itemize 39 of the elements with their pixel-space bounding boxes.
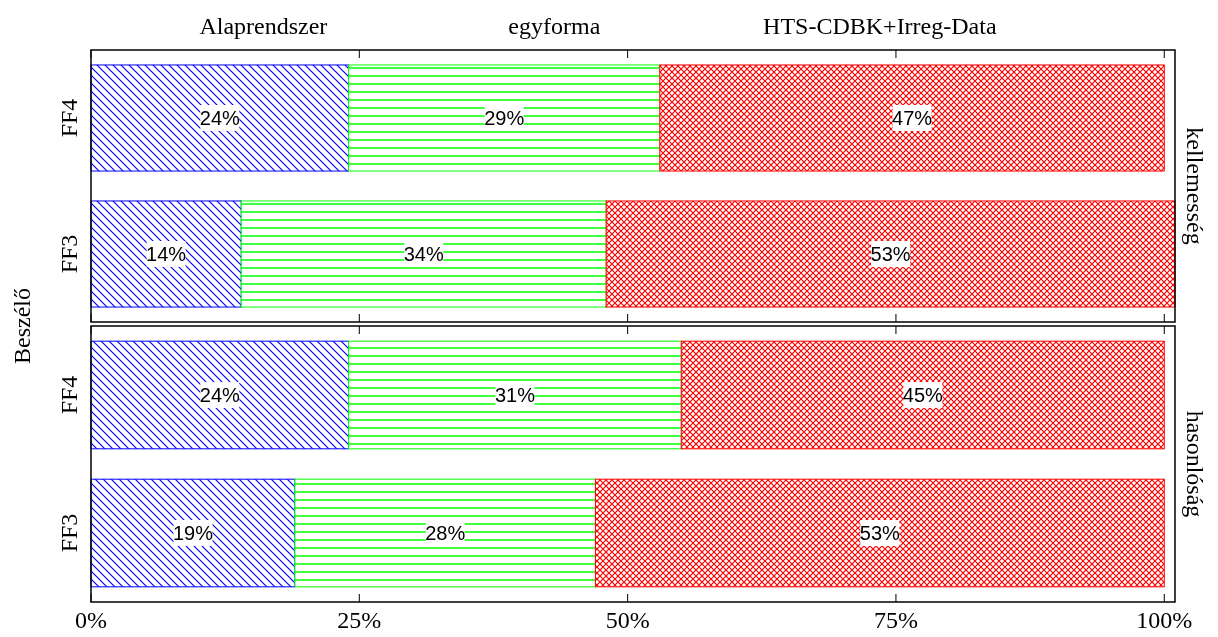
series-label: Alaprendszer	[199, 13, 328, 39]
data-label: 53%	[870, 243, 911, 265]
series-label: egyforma	[508, 13, 601, 39]
y-tick-label: FF4	[56, 375, 82, 415]
data-label: 31%	[494, 384, 536, 406]
data-label: 34%	[403, 243, 444, 265]
bar	[90, 478, 296, 588]
data-label: 45%	[902, 384, 944, 406]
data-label: 14%	[146, 243, 187, 265]
bar	[90, 64, 350, 172]
data-label: 29%	[484, 107, 525, 129]
data-label: 47%	[892, 107, 933, 129]
data-label: 19%	[172, 522, 214, 544]
bar	[240, 200, 607, 308]
bar	[348, 64, 661, 172]
y-axis-title: Beszélő	[9, 288, 35, 364]
series-label: HTS-CDBK+Irreg-Data	[763, 13, 997, 39]
x-tick-label: 50%	[605, 607, 650, 633]
data-label: 24%	[199, 384, 241, 406]
data-label: 53%	[859, 522, 901, 544]
bar	[348, 340, 682, 450]
bar	[659, 64, 1165, 172]
bar	[605, 200, 1176, 308]
bar	[90, 200, 242, 308]
data-label: 24%	[199, 107, 241, 129]
y-tick-label: FF3	[56, 234, 82, 274]
bar	[594, 478, 1165, 588]
x-tick-label: 75%	[873, 607, 918, 633]
text: kellemesség	[1182, 127, 1208, 245]
x-tick-label: 25%	[337, 607, 382, 633]
bar	[90, 340, 350, 450]
y-tick-label: FF3	[56, 513, 82, 553]
text: hasonlóság	[1182, 410, 1208, 518]
bar	[680, 340, 1165, 450]
data-label: 28%	[425, 522, 466, 544]
x-tick-label: 100%	[1136, 607, 1193, 633]
x-tick-label: 0%	[75, 607, 107, 633]
y-tick-label: FF4	[56, 98, 82, 138]
bar	[294, 478, 596, 588]
